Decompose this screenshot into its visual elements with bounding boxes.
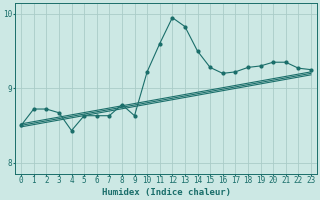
- X-axis label: Humidex (Indice chaleur): Humidex (Indice chaleur): [101, 188, 230, 197]
